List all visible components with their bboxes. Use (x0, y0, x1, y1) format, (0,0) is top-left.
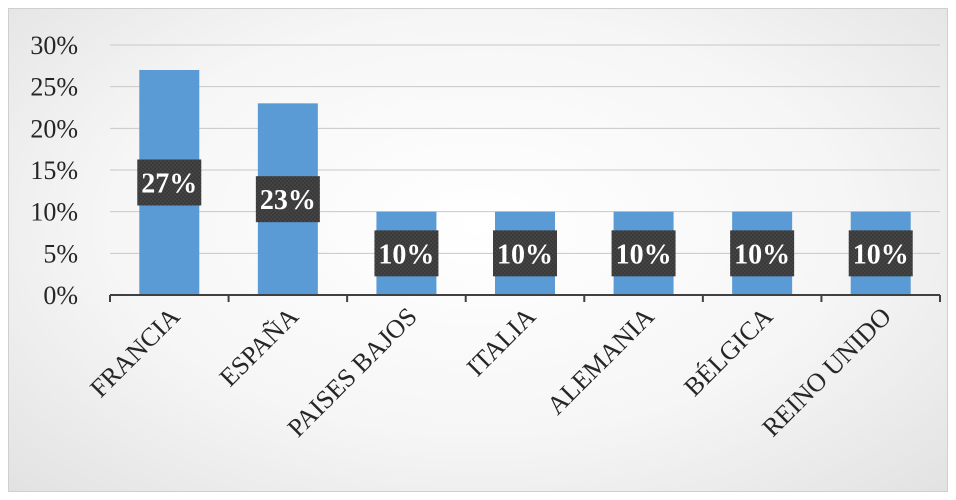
y-tick-label: 0% (43, 281, 78, 310)
data-label-text: 10% (853, 239, 909, 270)
data-label-box (493, 230, 557, 277)
y-tick-label: 30% (30, 31, 78, 60)
data-label: 23% (255, 176, 320, 223)
data-label-text: 10% (734, 239, 790, 270)
data-label-box (848, 230, 913, 277)
data-label-text: 10% (497, 239, 553, 270)
y-tick-label: 15% (30, 156, 78, 185)
data-label: 10% (374, 230, 439, 277)
data-label: 10% (611, 230, 676, 277)
data-label-text: 10% (378, 239, 434, 270)
data-label-box (611, 230, 676, 277)
y-tick-label: 5% (43, 239, 78, 268)
data-label-box (374, 230, 439, 277)
data-label: 10% (848, 230, 913, 277)
data-label-text: 23% (260, 185, 316, 216)
y-tick-label: 25% (30, 73, 78, 102)
y-tick-label: 10% (30, 198, 78, 227)
data-label-box (255, 176, 320, 223)
x-category-label: ITALIA (461, 302, 541, 382)
data-label: 27% (137, 159, 202, 206)
data-label: 10% (730, 230, 795, 277)
data-label-box (137, 159, 202, 206)
x-category-label: FRANCIA (84, 302, 185, 403)
x-category-label: ESPAÑA (214, 302, 304, 392)
x-category-label: BÉLGICA (678, 302, 778, 402)
y-tick-label: 20% (30, 114, 78, 143)
data-label-box (730, 230, 795, 277)
data-label: 10% (493, 230, 557, 277)
data-label-text: 10% (616, 239, 672, 270)
data-label-text: 27% (141, 169, 197, 200)
x-category-label: ALEMANIA (541, 302, 660, 421)
